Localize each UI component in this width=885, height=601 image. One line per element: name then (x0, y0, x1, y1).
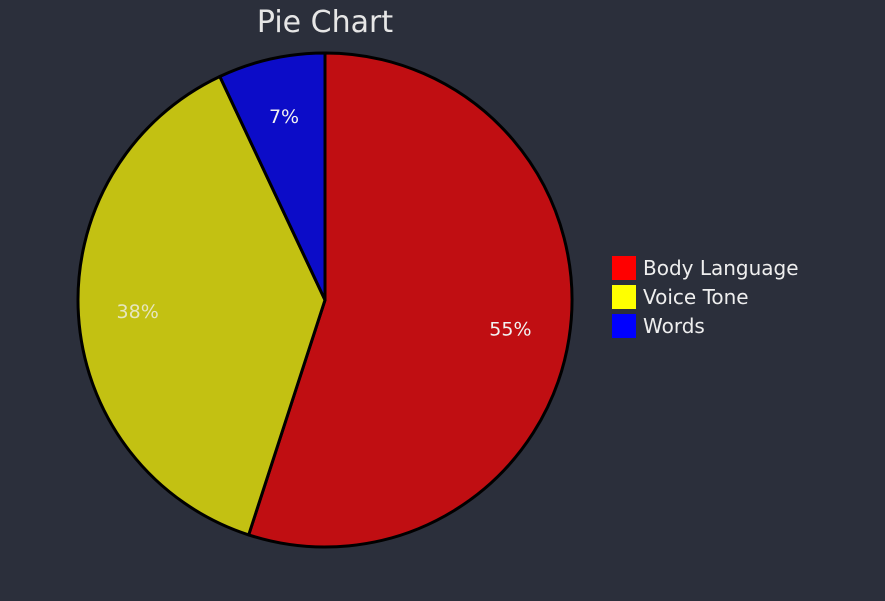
pie-slices (76, 51, 574, 549)
chart-title: Pie Chart (257, 5, 393, 40)
legend-swatch (612, 256, 636, 280)
pie-slice-words (218, 51, 327, 302)
pie-slice-body-language (247, 51, 574, 549)
legend-label: Words (643, 314, 705, 338)
legend-swatch (612, 314, 636, 338)
pie-value-labels: 55% 38% 7% (117, 106, 532, 341)
legend-label: Voice Tone (643, 285, 749, 309)
slice-value-label: 55% (489, 318, 531, 340)
chart-legend: Body Language Voice Tone Words (612, 255, 799, 339)
slice-value-label: 38% (117, 301, 159, 323)
legend-swatch (612, 285, 636, 309)
legend-item: Words (612, 313, 799, 339)
pie-slice-voice-tone (76, 75, 327, 537)
legend-item: Body Language (612, 255, 799, 281)
legend-label: Body Language (643, 256, 799, 280)
slice-value-label: 7% (269, 106, 299, 128)
legend-item: Voice Tone (612, 284, 799, 310)
